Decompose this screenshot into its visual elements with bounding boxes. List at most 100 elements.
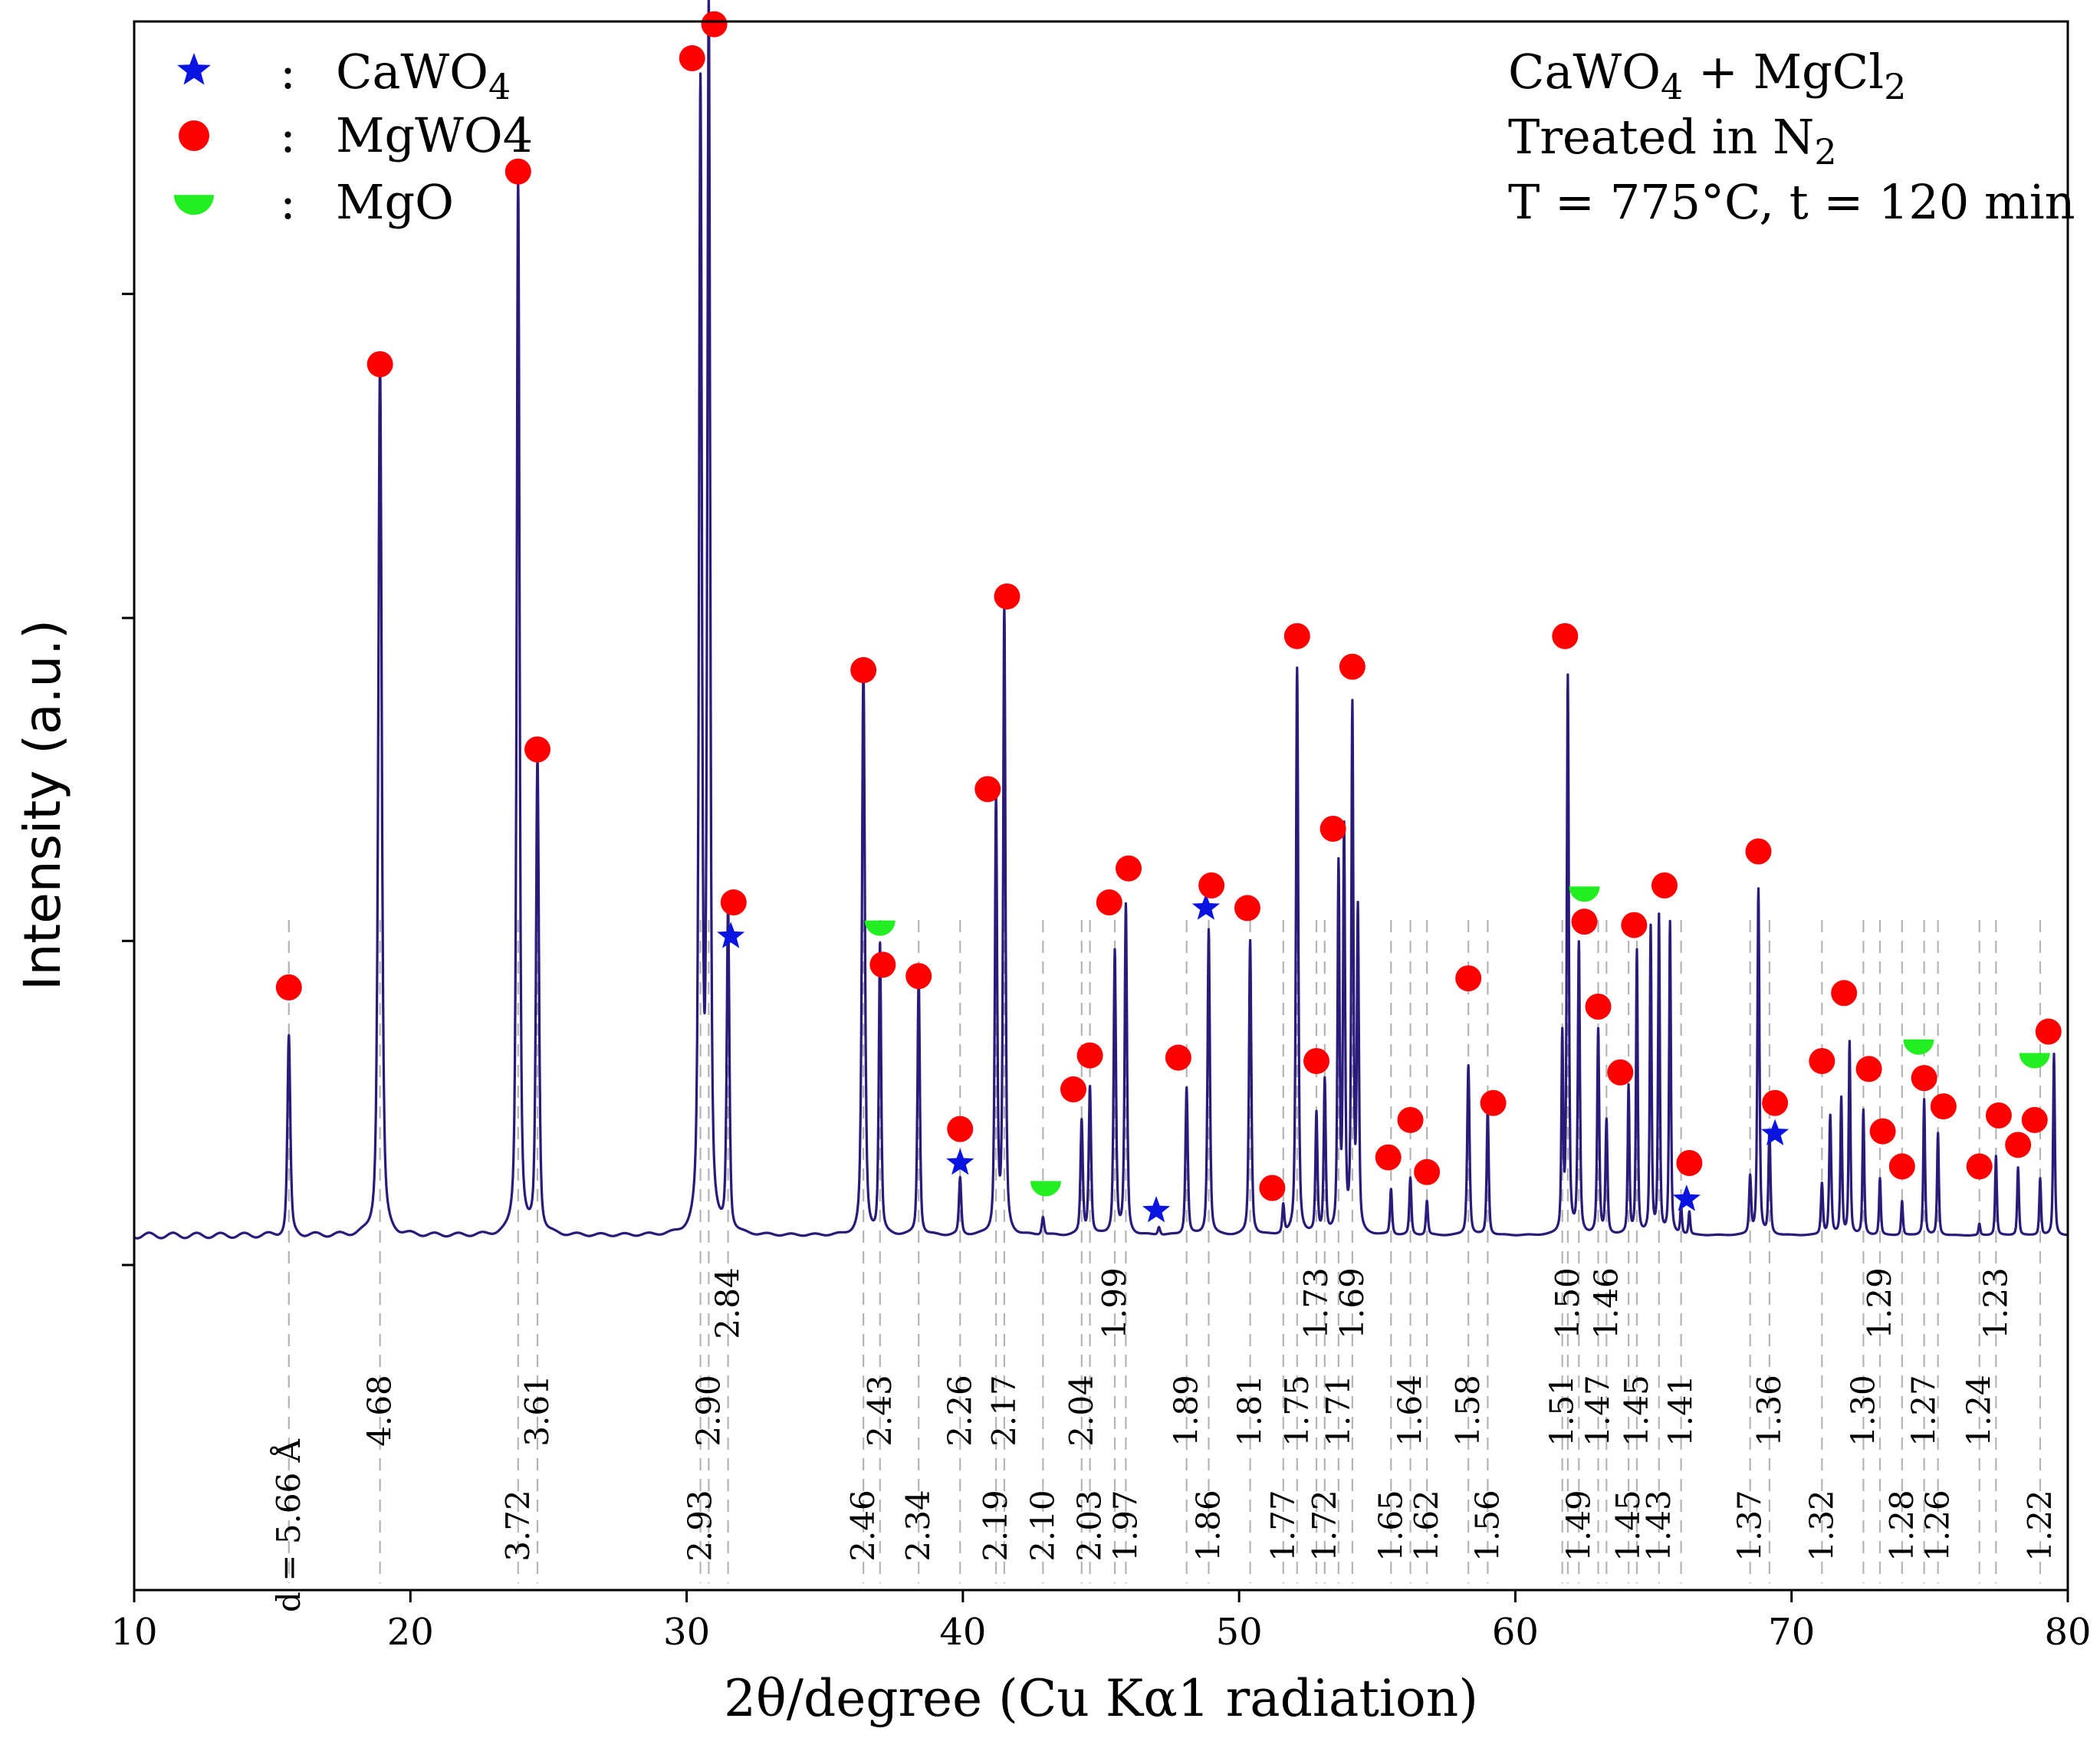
mgwo4-marker (1076, 1042, 1103, 1069)
d-spacing-label: 1.43 (1640, 1490, 1678, 1562)
legend-label-cawo4-main: CaWO (336, 44, 488, 100)
cawo4-star-marker (717, 922, 745, 948)
d-spacing-label: 1.71 (1319, 1375, 1357, 1447)
mgwo4-marker (1259, 1175, 1286, 1201)
x-tick-label: 30 (663, 1611, 710, 1654)
mgwo4-marker (1676, 1149, 1703, 1176)
mgwo4-marker (1116, 855, 1142, 882)
d-spacing-label: 1.41 (1662, 1375, 1700, 1447)
mgwo4-marker (1198, 872, 1225, 899)
cawo4-star-marker (946, 1148, 974, 1175)
mgwo4-marker (1585, 994, 1612, 1020)
mgwo4-marker (1911, 1065, 1937, 1092)
d-spacing-label: 1.45 (1609, 1490, 1647, 1562)
d-spacing-label: 2.84 (709, 1267, 747, 1339)
d-spacing-label: 1.64 (1392, 1375, 1429, 1447)
cawo4-star-marker (1142, 1196, 1171, 1223)
d-spacing-label: 2.04 (1063, 1375, 1100, 1447)
mgwo4-marker (1339, 653, 1365, 680)
d-spacing-label: 2.46 (844, 1490, 882, 1562)
conditions-line-2: Treated in N2 (1508, 109, 1837, 172)
plot-frame (133, 20, 2069, 1592)
conditions-line-1: CaWO4 + MgCl2 (1508, 44, 1906, 107)
mgwo4-marker (1809, 1047, 1835, 1074)
mgwo4-marker (1762, 1089, 1789, 1116)
d-spacing-label: 1.32 (1803, 1490, 1840, 1562)
d-spacing-label: 1.30 (1844, 1375, 1881, 1447)
legend-label-mgo: MgO (336, 174, 454, 230)
x-tick-label: 60 (1492, 1611, 1539, 1654)
mgo-halfcircle-marker (864, 920, 896, 936)
d-spacing-label: 2.34 (899, 1490, 937, 1562)
mgwo4-marker (1234, 895, 1260, 922)
x-tick-label: 80 (2044, 1611, 2091, 1654)
mgwo4-marker (524, 736, 551, 763)
d-spacing-label: 2.03 (1071, 1490, 1109, 1562)
mgo-halfcircle-marker (1569, 886, 1600, 902)
d-spacing-label: 1.75 (1278, 1375, 1316, 1447)
mgwo4-marker (1571, 909, 1598, 935)
conditions-cawo-sub: 4 (1661, 66, 1683, 107)
d-spacing-label: 1.24 (1960, 1375, 1998, 1447)
x-axis-title: 2θ/degree (Cu Kα1 radiation) (724, 1669, 1478, 1728)
mgwo4-marker (1966, 1153, 1993, 1180)
mgwo4-marker (1283, 623, 1310, 649)
mgwo4-marker (1985, 1102, 2012, 1129)
mgwo4-marker (1319, 815, 1346, 842)
d-spacing-label: 1.22 (2021, 1490, 2059, 1562)
d-spacing-label: 1.56 (1468, 1490, 1506, 1562)
mgwo4-marker (1888, 1153, 1915, 1180)
mgwo4-marker (1745, 838, 1772, 865)
d-spacing-label: 2.43 (861, 1375, 899, 1447)
mgwo4-marker (869, 951, 896, 978)
d-spacing-label: 2.26 (941, 1375, 978, 1447)
cawo4-star-marker (1761, 1119, 1789, 1145)
mgwo4-marker (850, 657, 877, 684)
d-spacing-label: 1.37 (1731, 1490, 1769, 1562)
mgwo4-marker (1480, 1089, 1507, 1116)
legend-separator-1: : (280, 44, 296, 100)
d-spacing-label: 2.90 (689, 1375, 727, 1447)
d-spacing-label: 1.81 (1231, 1375, 1269, 1447)
d-spacing-label: 1.89 (1168, 1375, 1205, 1447)
mgwo4-marker (994, 583, 1020, 610)
d-spacing-label: 1.58 (1449, 1375, 1487, 1447)
d-spacing-label: d = 5.66 Å (269, 1438, 307, 1612)
d-spacing-label: 1.73 (1297, 1267, 1335, 1339)
d-spacing-label: 1.72 (1306, 1490, 1343, 1562)
mgwo4-marker (1060, 1076, 1086, 1102)
legend-separator-2: : (280, 107, 296, 163)
mgwo4-marker (2035, 1018, 2062, 1045)
mgwo4-marker (1831, 980, 1858, 1007)
d-spacing-label: 2.19 (977, 1490, 1014, 1562)
mgo-halfcircle-marker (1903, 1039, 1934, 1055)
mgwo4-marker (974, 776, 1001, 803)
mgwo4-marker (1165, 1044, 1191, 1071)
mgwo4-marker (679, 44, 705, 71)
mgwo4-marker (1621, 912, 1648, 938)
d-spacing-label: 1.49 (1559, 1490, 1597, 1562)
x-axis-ticks: 10 20 30 40 50 60 70 80 (110, 1590, 2092, 1654)
mgwo4-marker (1552, 623, 1579, 649)
mgwo4-marker (275, 974, 302, 1001)
conditions-treated: Treated in N (1508, 109, 1814, 165)
conditions-line-3: T = 775°C, t = 120 min (1508, 174, 2075, 230)
mgwo4-marker (2005, 1132, 2032, 1158)
mgwo4-marker (1869, 1118, 1896, 1145)
x-tick-label: 20 (387, 1611, 434, 1654)
mgwo4-marker (1096, 889, 1122, 916)
conditions-cawo: CaWO (1508, 44, 1661, 100)
mgwo4-marker (1414, 1158, 1441, 1185)
legend-label-mgwo4: MgWO4 (336, 107, 533, 163)
d-spacing-label: 1.86 (1190, 1490, 1227, 1562)
d-spacing-guides (288, 920, 2042, 1583)
d-spacing-label: 3.72 (499, 1490, 537, 1562)
mgwo4-marker (366, 350, 393, 377)
mgwo4-marker (1607, 1059, 1634, 1086)
d-spacing-label: 1.97 (1106, 1490, 1144, 1562)
d-spacing-label: 2.10 (1024, 1490, 1061, 1562)
d-spacing-label: 1.46 (1587, 1267, 1625, 1339)
mgwo4-marker (947, 1116, 974, 1142)
y-axis-ticks (122, 292, 134, 1267)
mgwo4-marker (1455, 965, 1482, 992)
